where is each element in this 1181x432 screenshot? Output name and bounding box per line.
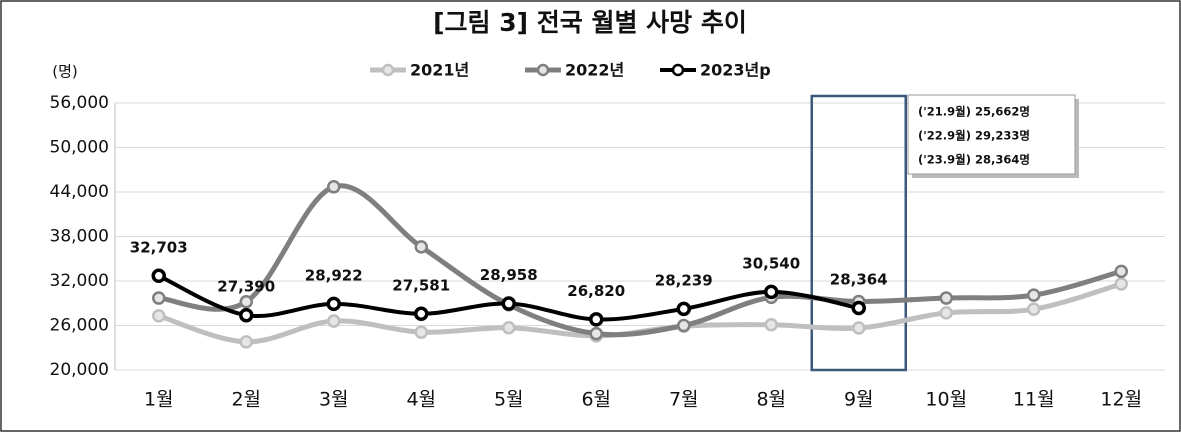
x-tick-label: 3월 xyxy=(319,389,349,411)
legend-marker xyxy=(536,63,550,77)
point xyxy=(939,306,953,320)
legend-label: 2021년 xyxy=(410,61,469,80)
data-label: 28,364 xyxy=(830,270,888,288)
point xyxy=(414,325,428,339)
x-tick-label: 4월 xyxy=(406,389,436,411)
point xyxy=(851,300,866,316)
annotation: ('21.9월) 25,662명 xyxy=(918,105,1030,119)
y-tick-label: 20,000 xyxy=(50,360,109,380)
y-tick-label: 50,000 xyxy=(50,138,109,158)
data-label: 28,239 xyxy=(655,271,713,289)
point xyxy=(764,318,778,332)
x-tick-label: 7월 xyxy=(669,389,699,411)
point xyxy=(676,301,691,317)
y-unit: (명) xyxy=(52,63,78,81)
point xyxy=(852,321,866,335)
point xyxy=(239,307,254,323)
point xyxy=(1114,264,1128,279)
point xyxy=(151,268,166,284)
data-label: 32,703 xyxy=(130,238,188,256)
y-tick-label: 38,000 xyxy=(50,227,109,247)
point xyxy=(939,291,953,305)
point xyxy=(589,326,603,341)
point xyxy=(239,295,253,309)
point xyxy=(414,240,428,254)
x-tick-label: 6월 xyxy=(581,389,611,411)
highlight-box xyxy=(810,94,907,372)
x-tick-label: 10월 xyxy=(925,389,967,411)
x-tick-label: 11월 xyxy=(1013,389,1055,411)
point xyxy=(152,309,166,323)
data-label: 27,581 xyxy=(392,276,450,294)
x-tick-label: 1월 xyxy=(144,389,174,411)
point xyxy=(502,320,516,335)
x-tick-label: 5월 xyxy=(494,389,524,411)
data-label: 28,958 xyxy=(480,266,538,284)
x-tick-label: 2월 xyxy=(231,389,261,411)
legend-marker xyxy=(671,63,685,77)
legend-label: 2022년 xyxy=(565,61,624,80)
point xyxy=(1027,288,1041,302)
data-label: 30,540 xyxy=(742,254,800,272)
point xyxy=(414,306,429,322)
point xyxy=(239,335,253,349)
chart-title: [그림 3] 전국 월별 사망 추이 xyxy=(433,8,747,37)
annotation: ('22.9월) 29,233명 xyxy=(918,129,1030,143)
point xyxy=(1027,302,1041,316)
point xyxy=(677,318,691,333)
data-label: 27,390 xyxy=(217,278,275,296)
point xyxy=(764,284,779,300)
point xyxy=(326,296,341,312)
point xyxy=(1114,277,1128,291)
point xyxy=(152,291,166,305)
y-tick-label: 26,000 xyxy=(50,316,109,336)
point xyxy=(327,180,341,194)
y-tick-label: 56,000 xyxy=(50,93,109,113)
point xyxy=(327,314,341,328)
legend-marker xyxy=(381,63,395,77)
annotation: ('23.9월) 28,364명 xyxy=(918,153,1030,167)
legend-label: 2023년p xyxy=(700,61,771,80)
y-tick-label: 44,000 xyxy=(50,182,109,202)
data-label: 28,922 xyxy=(305,266,363,284)
x-tick-label: 12월 xyxy=(1100,389,1142,411)
x-tick-label: 8월 xyxy=(756,389,786,411)
annotation-box xyxy=(907,94,1076,175)
x-tick-label: 9월 xyxy=(844,389,874,411)
point xyxy=(589,312,604,327)
data-label: 26,820 xyxy=(567,282,625,300)
y-tick-label: 32,000 xyxy=(50,271,109,291)
point xyxy=(501,296,516,311)
